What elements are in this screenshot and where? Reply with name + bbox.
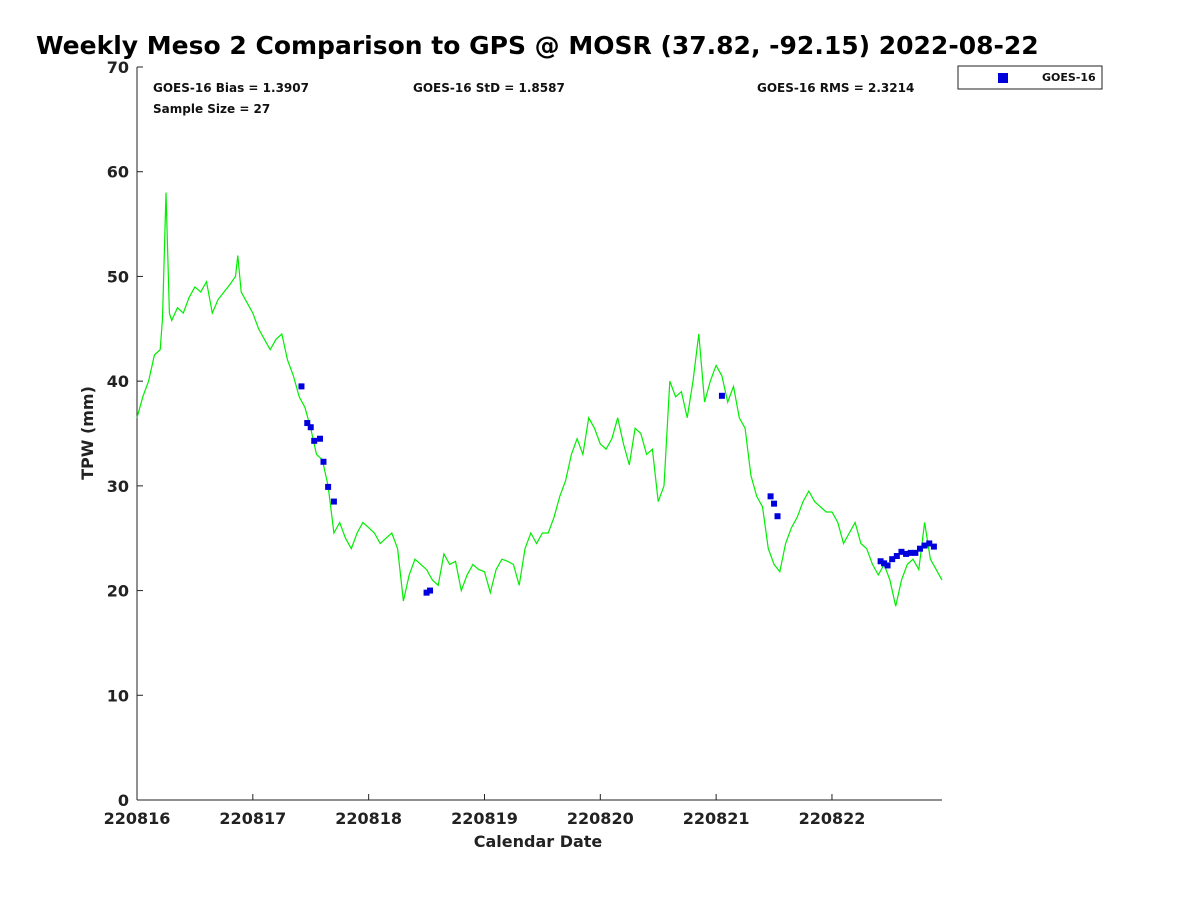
goes16-data-point [921, 542, 928, 549]
goes16-data-point [320, 458, 327, 465]
y-tick-label: 0 [118, 791, 129, 810]
legend-box [957, 65, 1103, 90]
goes16-data-point [889, 556, 896, 563]
stat-std: GOES-16 StD = 1.8587 [413, 81, 565, 95]
y-tick-label: 50 [107, 267, 129, 286]
y-tick-label: 10 [107, 686, 129, 705]
y-tick-label: 70 [107, 58, 129, 77]
goes16-data-point [423, 589, 430, 596]
goes16-data-point [930, 543, 937, 550]
goes16-data-point [912, 549, 919, 556]
goes16-data-point [916, 545, 923, 552]
goes16-data-point [311, 437, 318, 444]
chart-title: Weekly Meso 2 Comparison to GPS @ MOSR (… [36, 31, 1039, 60]
goes16-data-point [304, 420, 311, 427]
x-tick-label: 220822 [799, 809, 866, 828]
goes16-data-point [774, 513, 781, 520]
goes16-data-point [877, 558, 884, 565]
goes16-data-point [718, 392, 725, 399]
x-tick-label: 220818 [335, 809, 402, 828]
goes16-data-point [907, 549, 914, 556]
y-tick-label: 40 [107, 372, 129, 391]
goes16-data-point [881, 560, 888, 567]
y-axis-label: TPW (mm) [78, 386, 97, 480]
goes16-data-point [325, 483, 332, 490]
x-tick-label: 220821 [683, 809, 750, 828]
goes16-data-point [926, 540, 933, 547]
goes16-data-point [771, 500, 778, 507]
goes16-data-point [307, 424, 314, 431]
goes16-data-point [330, 498, 337, 505]
stat-sample-size: Sample Size = 27 [153, 102, 270, 116]
legend-marker-goes16 [998, 73, 1008, 83]
x-axis-label: Calendar Date [474, 832, 603, 851]
goes16-data-point [884, 562, 891, 569]
x-tick-label: 220819 [451, 809, 518, 828]
legend: GOES-16 [957, 65, 1103, 90]
x-tick-label: 220816 [104, 809, 171, 828]
goes16-data-point [893, 553, 900, 560]
y-tick-label: 20 [107, 582, 129, 601]
goes16-data-point [903, 550, 910, 557]
legend-label-goes16: GOES-16 [1042, 71, 1096, 84]
y-tick-label: 60 [107, 163, 129, 182]
x-tick-label: 220820 [567, 809, 634, 828]
y-tick-label: 30 [107, 477, 129, 496]
goes16-data-point [427, 587, 434, 594]
stat-bias: GOES-16 Bias = 1.3907 [153, 81, 309, 95]
goes16-data-point [298, 383, 305, 390]
x-tick-label: 220817 [219, 809, 286, 828]
plot-area: 0 10 20 30 40 50 60 70 220816 220817 220818 220819 2… [104, 58, 943, 828]
stat-rms: GOES-16 RMS = 2.3214 [757, 81, 914, 95]
goes16-data-point [317, 435, 324, 442]
goes16-data-point [767, 493, 774, 500]
gps-tpw-line [136, 192, 943, 607]
goes16-data-point [898, 548, 905, 555]
